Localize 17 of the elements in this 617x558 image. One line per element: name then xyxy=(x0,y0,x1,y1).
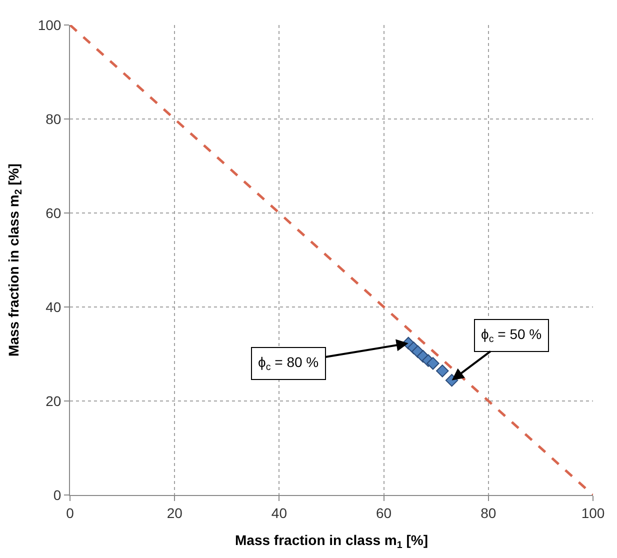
point xyxy=(426,357,440,370)
y-tick-label: 100 xyxy=(38,16,62,33)
annotation: ϕ$_{c}$ = 80 % xyxy=(258,354,319,373)
x-tick-label: 20 xyxy=(166,504,183,521)
y-tick-label: 0 xyxy=(53,486,62,503)
y-tick-label: 20 xyxy=(46,392,62,409)
x-axis-title: Mass fraction in class m$_{1}$ [%] xyxy=(235,532,428,552)
y-tick-label: 60 xyxy=(46,204,62,221)
y-tick-label: 80 xyxy=(46,110,62,127)
x-tick-label: 60 xyxy=(376,504,392,521)
x-tick-label: 40 xyxy=(271,504,288,521)
x-tick-label: 0 xyxy=(66,504,74,521)
point xyxy=(436,364,449,378)
x-tick-label: 80 xyxy=(480,504,496,521)
y-tick-label: 40 xyxy=(46,298,62,315)
x-tick-label: 100 xyxy=(581,504,605,521)
annotation: ϕ$_{c}$ = 50 % xyxy=(481,326,542,345)
